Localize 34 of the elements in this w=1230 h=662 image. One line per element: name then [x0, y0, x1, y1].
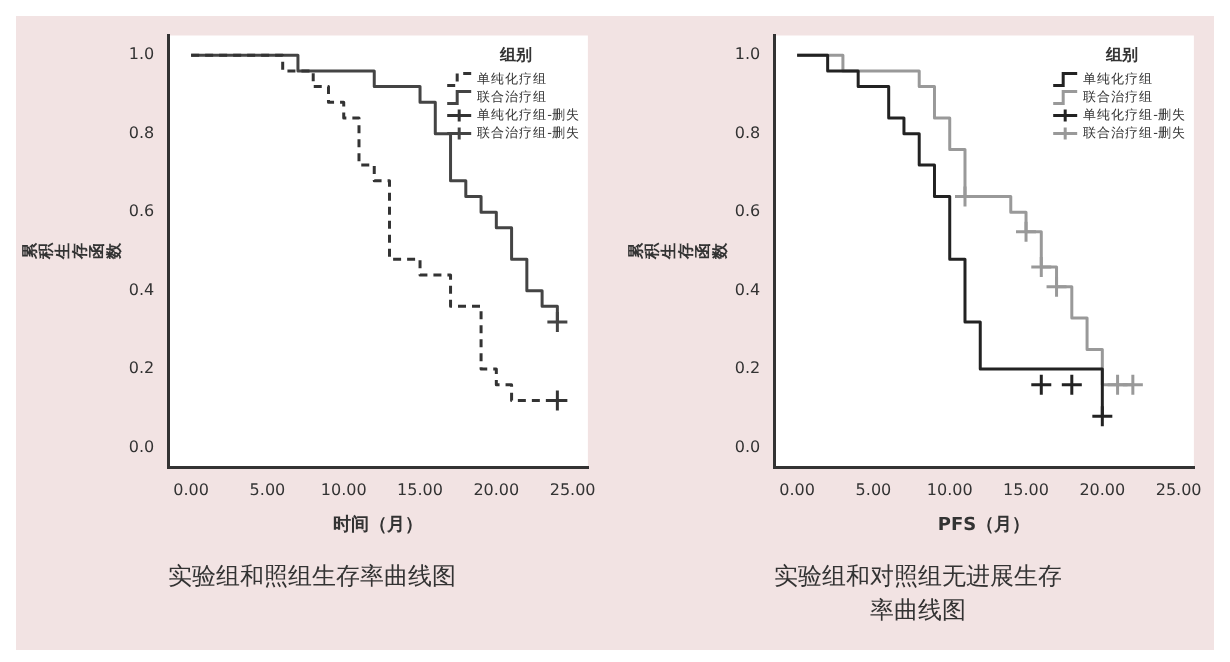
x-tick-label: 25.00: [1155, 480, 1202, 499]
y-tick-label: 0.4: [734, 280, 761, 299]
x-tick-label: 10.00: [926, 480, 973, 499]
point: [1029, 373, 1053, 397]
x-tick-label: 0.00: [779, 480, 815, 499]
y-tick-label: 0.8: [734, 123, 761, 142]
x-tick-label: 15.00: [1003, 480, 1049, 499]
text: 实验组和对照组无进展生存率曲线图: [772, 560, 1064, 628]
y-tick-label: 0.6: [734, 202, 761, 221]
y-axis-title: 累积生存函数: [20, 241, 123, 262]
legend-title: 组别: [1103, 45, 1138, 64]
y-tick-label: 0.0: [128, 437, 155, 456]
y-tick-label: 0.2: [734, 359, 761, 378]
y-tick-label: 1.0: [734, 45, 761, 64]
y-tick-label: 0.2: [128, 359, 155, 378]
y-axis-title: 累积生存函数: [626, 241, 729, 262]
y-tick-label: 0.4: [128, 280, 155, 299]
x-tick-label: 5.00: [855, 480, 892, 499]
x-axis-title: 时间（月）: [333, 513, 424, 536]
y-tick-label: 0.0: [734, 437, 761, 456]
y-tick-label: 1.0: [128, 45, 155, 64]
text: 实验组和照组生存率曲线图: [166, 560, 458, 594]
x-tick-label: 25.00: [549, 480, 596, 499]
x-axis-title: PFS（月）: [937, 513, 1031, 536]
x-tick-label: 20.00: [1079, 480, 1126, 499]
point: [1060, 373, 1084, 397]
x-tick-label: 10.00: [320, 480, 367, 499]
y-tick-label: 0.8: [128, 123, 155, 142]
x-tick-label: 15.00: [397, 480, 443, 499]
x-tick-label: 0.00: [173, 480, 209, 499]
x-tick-label: 5.00: [249, 480, 286, 499]
x-tick-label: 20.00: [473, 480, 520, 499]
y-tick-label: 0.6: [128, 202, 155, 221]
legend-title: 组别: [497, 45, 532, 64]
